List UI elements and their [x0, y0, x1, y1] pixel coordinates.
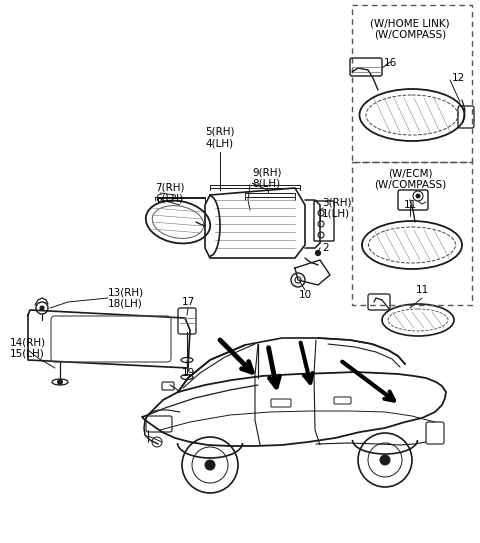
- Text: 13(RH)
18(LH): 13(RH) 18(LH): [108, 287, 144, 309]
- Text: 9(RH)
8(LH): 9(RH) 8(LH): [252, 167, 281, 189]
- Circle shape: [205, 460, 215, 470]
- Text: 7(RH)
6(LH): 7(RH) 6(LH): [155, 182, 184, 204]
- Circle shape: [416, 194, 420, 198]
- Bar: [352, 5, 472, 162]
- Text: 5(RH)
4(LH): 5(RH) 4(LH): [205, 127, 235, 148]
- Text: 2: 2: [322, 243, 329, 253]
- Circle shape: [58, 380, 62, 384]
- Circle shape: [40, 306, 44, 310]
- Text: 11: 11: [415, 285, 429, 295]
- Circle shape: [380, 455, 390, 465]
- Text: 3(RH)
1(LH): 3(RH) 1(LH): [322, 197, 351, 219]
- Text: 16: 16: [384, 58, 396, 68]
- Text: 11: 11: [403, 200, 417, 210]
- Text: (W/HOME LINK)
(W/COMPASS): (W/HOME LINK) (W/COMPASS): [370, 18, 450, 40]
- Text: (W/ECM)
(W/COMPASS): (W/ECM) (W/COMPASS): [374, 168, 446, 190]
- Bar: [352, 162, 472, 305]
- Text: 19: 19: [181, 368, 194, 378]
- Text: 12: 12: [452, 73, 465, 83]
- Text: 14(RH)
15(LH): 14(RH) 15(LH): [10, 337, 46, 359]
- Circle shape: [315, 250, 321, 256]
- Text: 10: 10: [299, 290, 312, 300]
- Text: 17: 17: [181, 297, 194, 307]
